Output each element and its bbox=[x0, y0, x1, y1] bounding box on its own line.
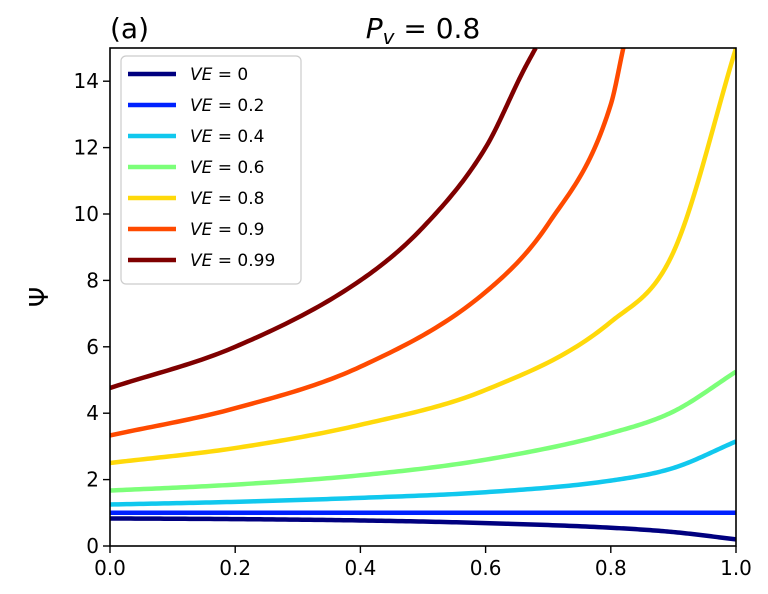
y-tick-label: 2 bbox=[86, 468, 99, 492]
legend-label: VE = 0.4 bbox=[190, 127, 264, 147]
series-line-5 bbox=[110, 48, 626, 438]
plot-frame bbox=[109, 47, 737, 547]
series-line-2 bbox=[110, 439, 736, 507]
legend-label: VE = 0.9 bbox=[190, 220, 264, 240]
y-tick-label: 4 bbox=[86, 401, 99, 425]
legend-label-var: VE bbox=[190, 65, 213, 85]
series-layer bbox=[110, 48, 736, 542]
panel-label: (a) bbox=[110, 12, 149, 45]
y-axis-label: Ψ bbox=[25, 287, 55, 307]
legend-label-value: = 0 bbox=[212, 65, 248, 85]
x-tick-label: 0.8 bbox=[595, 556, 627, 580]
x-tick-label: 0.0 bbox=[94, 556, 126, 580]
legend-label-var: VE bbox=[190, 189, 213, 209]
legend-label-var: VE bbox=[190, 158, 213, 178]
series-line-4 bbox=[110, 48, 736, 466]
chart-title-sub: v bbox=[383, 25, 396, 49]
legend-label: VE = 0.6 bbox=[190, 158, 264, 178]
legend-label-value: = 0.99 bbox=[212, 251, 275, 271]
legend-label: VE = 0.8 bbox=[190, 189, 264, 209]
legend-label-value: = 0.4 bbox=[212, 127, 264, 147]
legend-label-var: VE bbox=[190, 220, 213, 240]
y-tick-label: 14 bbox=[74, 69, 99, 93]
legend-label-value: = 0.9 bbox=[212, 220, 264, 240]
legend-label-var: VE bbox=[190, 96, 213, 116]
legend-label: VE = 0.2 bbox=[190, 96, 264, 116]
y-tick-label: 10 bbox=[74, 202, 99, 226]
chart-title-rest: = 0.8 bbox=[394, 12, 480, 45]
y-ticks: 0 2 4 6 8 10 12 14 bbox=[74, 69, 110, 558]
x-tick-label: 1.0 bbox=[720, 556, 752, 580]
legend-label: VE = 0 bbox=[190, 65, 248, 85]
y-tick-label: 6 bbox=[86, 335, 99, 359]
legend-label-value: = 0.2 bbox=[212, 96, 264, 116]
legend: VE = 0VE = 0.2VE = 0.4VE = 0.6VE = 0.8VE… bbox=[120, 55, 302, 285]
x-ticks: 0.0 0.2 0.4 0.6 0.8 1.0 bbox=[94, 546, 752, 580]
chart-title-main: P bbox=[366, 12, 383, 45]
y-tick-label: 8 bbox=[86, 268, 99, 292]
legend-label: VE = 0.99 bbox=[190, 251, 275, 271]
series-line-0 bbox=[110, 516, 736, 542]
x-tick-label: 0.2 bbox=[219, 556, 251, 580]
series-line-6 bbox=[110, 48, 538, 391]
x-tick-label: 0.6 bbox=[470, 556, 502, 580]
y-tick-label: 12 bbox=[74, 136, 99, 160]
legend-label-var: VE bbox=[190, 251, 213, 271]
chart-title: Pv = 0.8 bbox=[366, 12, 481, 49]
x-tick-label: 0.4 bbox=[344, 556, 376, 580]
y-tick-label: 0 bbox=[86, 534, 99, 558]
legend-label-value: = 0.6 bbox=[212, 158, 264, 178]
legend-label-var: VE bbox=[190, 127, 213, 147]
legend-label-value: = 0.8 bbox=[212, 189, 264, 209]
series-line-3 bbox=[110, 369, 736, 493]
